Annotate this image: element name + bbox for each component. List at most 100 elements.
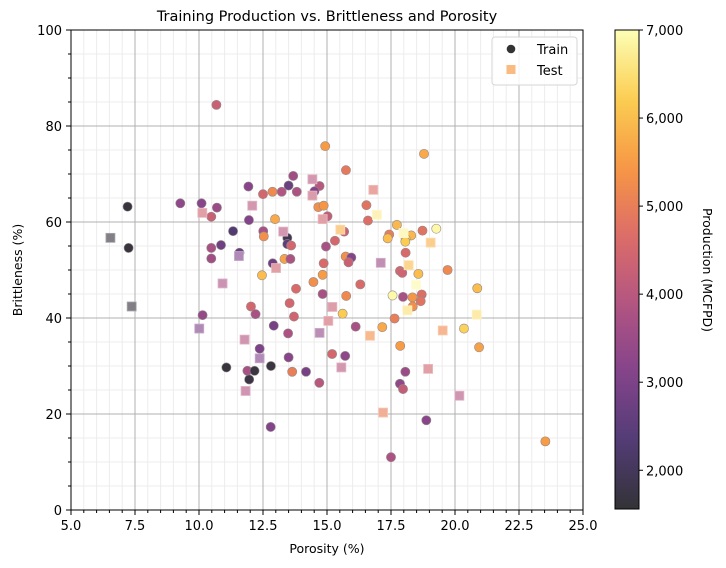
test-point	[335, 224, 346, 235]
colorbar	[614, 29, 640, 510]
test-point	[365, 330, 375, 341]
train-point	[391, 219, 402, 230]
train-point	[321, 241, 331, 252]
train-point	[398, 291, 408, 302]
y-tick-label: 80	[45, 120, 62, 135]
train-point	[431, 223, 442, 234]
scatter-points	[105, 99, 551, 463]
y-tick-label: 60	[45, 216, 62, 231]
train-point	[398, 384, 408, 394]
train-point	[291, 283, 301, 294]
y-axis-label: Brittleness (%)	[10, 224, 25, 316]
test-point	[307, 174, 318, 185]
train-point	[387, 290, 398, 301]
train-point	[216, 240, 226, 250]
train-point	[276, 186, 287, 197]
train-point	[266, 361, 276, 371]
legend-train-marker	[506, 44, 516, 54]
test-point	[398, 228, 409, 238]
train-point	[540, 436, 551, 447]
test-point	[197, 207, 208, 218]
train-point	[413, 268, 424, 279]
train-point	[320, 141, 331, 152]
train-point	[361, 200, 372, 211]
y-tick-label: 20	[45, 408, 62, 423]
test-point	[375, 257, 386, 268]
test-point	[314, 327, 325, 338]
train-point	[417, 225, 428, 236]
y-tick-label: 0	[54, 504, 62, 519]
train-point	[258, 231, 269, 242]
test-point	[437, 325, 448, 336]
train-point	[122, 201, 133, 212]
train-point	[175, 198, 186, 209]
test-point	[378, 407, 388, 418]
test-point	[425, 237, 436, 248]
test-point	[402, 305, 413, 316]
x-tick-label: 25.0	[569, 519, 598, 534]
train-point	[258, 189, 268, 200]
test-point	[239, 334, 250, 345]
test-point	[254, 353, 265, 364]
train-point	[301, 366, 311, 377]
train-point	[285, 254, 296, 264]
train-point	[286, 240, 297, 251]
train-point	[228, 226, 238, 237]
test-point	[247, 200, 258, 211]
train-point	[341, 165, 351, 176]
train-point	[314, 377, 325, 388]
train-point	[211, 99, 222, 110]
train-point	[340, 351, 351, 361]
x-axis-label: Porosity (%)	[289, 541, 364, 556]
train-point	[249, 365, 260, 376]
train-point	[389, 313, 400, 324]
train-point	[284, 298, 295, 309]
test-point	[372, 209, 382, 220]
test-point	[234, 251, 244, 261]
train-point	[350, 321, 361, 332]
x-tick-label: 12.5	[249, 519, 278, 534]
train-point	[318, 200, 329, 211]
x-axis-ticks: 5.0 7.5 10.0 12.5 15.0 17.5 20.0 22.5 25.0	[61, 510, 598, 534]
train-point	[283, 180, 294, 191]
x-tick-label: 15.0	[313, 519, 342, 534]
test-point	[368, 184, 379, 195]
train-point	[268, 320, 279, 331]
train-point	[400, 366, 411, 377]
train-point	[421, 415, 432, 426]
train-point	[317, 269, 328, 280]
train-point	[400, 247, 411, 258]
test-point	[336, 362, 347, 373]
train-point	[243, 181, 254, 192]
y-tick-label: 40	[45, 312, 62, 327]
train-point	[343, 257, 354, 268]
train-point	[442, 265, 453, 275]
train-point	[265, 422, 276, 432]
y-axis-ticks: 0 20 40 60 80 100	[37, 24, 71, 519]
train-point	[308, 277, 319, 287]
legend-test-label: Test	[536, 64, 563, 79]
train-point	[246, 301, 256, 312]
test-point	[307, 190, 318, 201]
x-tick-label: 17.5	[377, 519, 406, 534]
train-point	[407, 292, 418, 303]
train-point	[257, 270, 267, 281]
train-point	[317, 289, 328, 299]
train-point	[270, 214, 280, 225]
colorbar-ticks: 2,000 3,000 4,000 5,000 6,000 7,000	[639, 24, 683, 479]
colorbar-tick-label: 6,000	[646, 112, 683, 127]
x-tick-label: 10.0	[185, 519, 214, 534]
x-tick-label: 7.5	[125, 519, 146, 534]
train-point	[221, 362, 232, 373]
test-point	[271, 263, 281, 273]
train-point	[123, 243, 134, 253]
test-point	[217, 278, 228, 289]
legend-test-marker	[506, 65, 516, 74]
train-point	[400, 236, 411, 247]
y-tick-label: 100	[37, 24, 62, 39]
test-point	[403, 260, 414, 271]
test-point	[278, 226, 289, 237]
train-point	[244, 215, 254, 225]
train-point	[254, 343, 265, 354]
